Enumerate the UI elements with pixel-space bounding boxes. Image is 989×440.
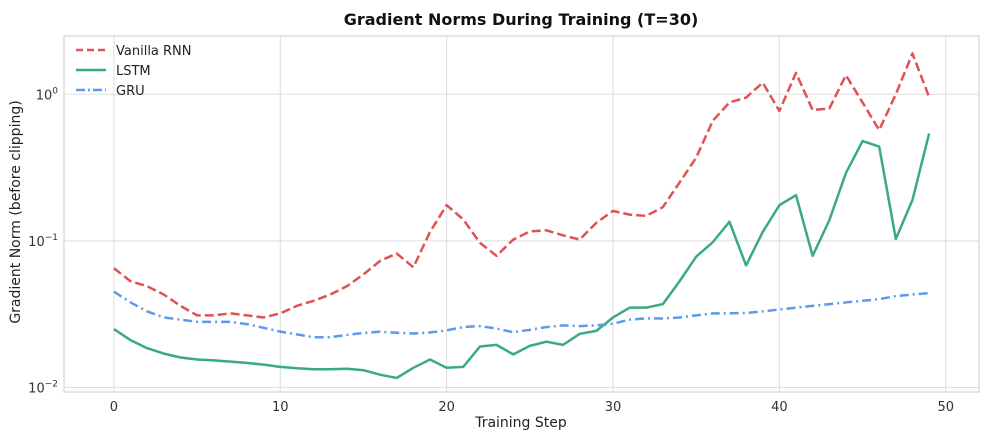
x-tick-label: 20 <box>438 400 455 415</box>
legend-label: Vanilla RNN <box>116 44 192 59</box>
legend-label: LSTM <box>116 64 151 79</box>
x-tick-label: 50 <box>937 400 954 415</box>
y-tick-label: 100 <box>36 86 59 103</box>
x-axis-ticks: 0 10 20 30 40 50 <box>110 400 954 415</box>
x-axis-label: Training Step <box>474 415 567 431</box>
plot-frame <box>63 35 980 393</box>
y-tick-exponent: −2 <box>45 379 58 389</box>
y-tick-label: 10−2 <box>28 379 58 396</box>
y-tick-base: 10 <box>36 88 53 103</box>
y-tick-exponent: −1 <box>45 233 58 243</box>
x-tick-label: 0 <box>110 400 118 415</box>
y-axis-label: Gradient Norm (before clipping) <box>8 100 24 323</box>
series-line-gru <box>113 290 930 339</box>
x-tick-label: 10 <box>272 400 289 415</box>
y-tick-label: 10−1 <box>28 233 58 250</box>
y-tick-base: 10 <box>28 235 45 250</box>
plot-area-border <box>63 35 980 393</box>
x-tick-label: 30 <box>605 400 622 415</box>
legend-label: GRU <box>116 84 145 99</box>
chart-title: Gradient Norms During Training (T=30) <box>344 10 699 29</box>
legend: Vanilla RNN LSTM GRU <box>76 44 192 99</box>
y-tick-exponent: 0 <box>52 86 58 96</box>
gridlines <box>64 36 979 392</box>
series-lines <box>113 52 931 380</box>
series-line-vanilla-rnn <box>113 52 931 319</box>
x-tick-label: 40 <box>771 400 788 415</box>
y-tick-base: 10 <box>28 381 45 396</box>
series-line-lstm <box>113 133 931 380</box>
